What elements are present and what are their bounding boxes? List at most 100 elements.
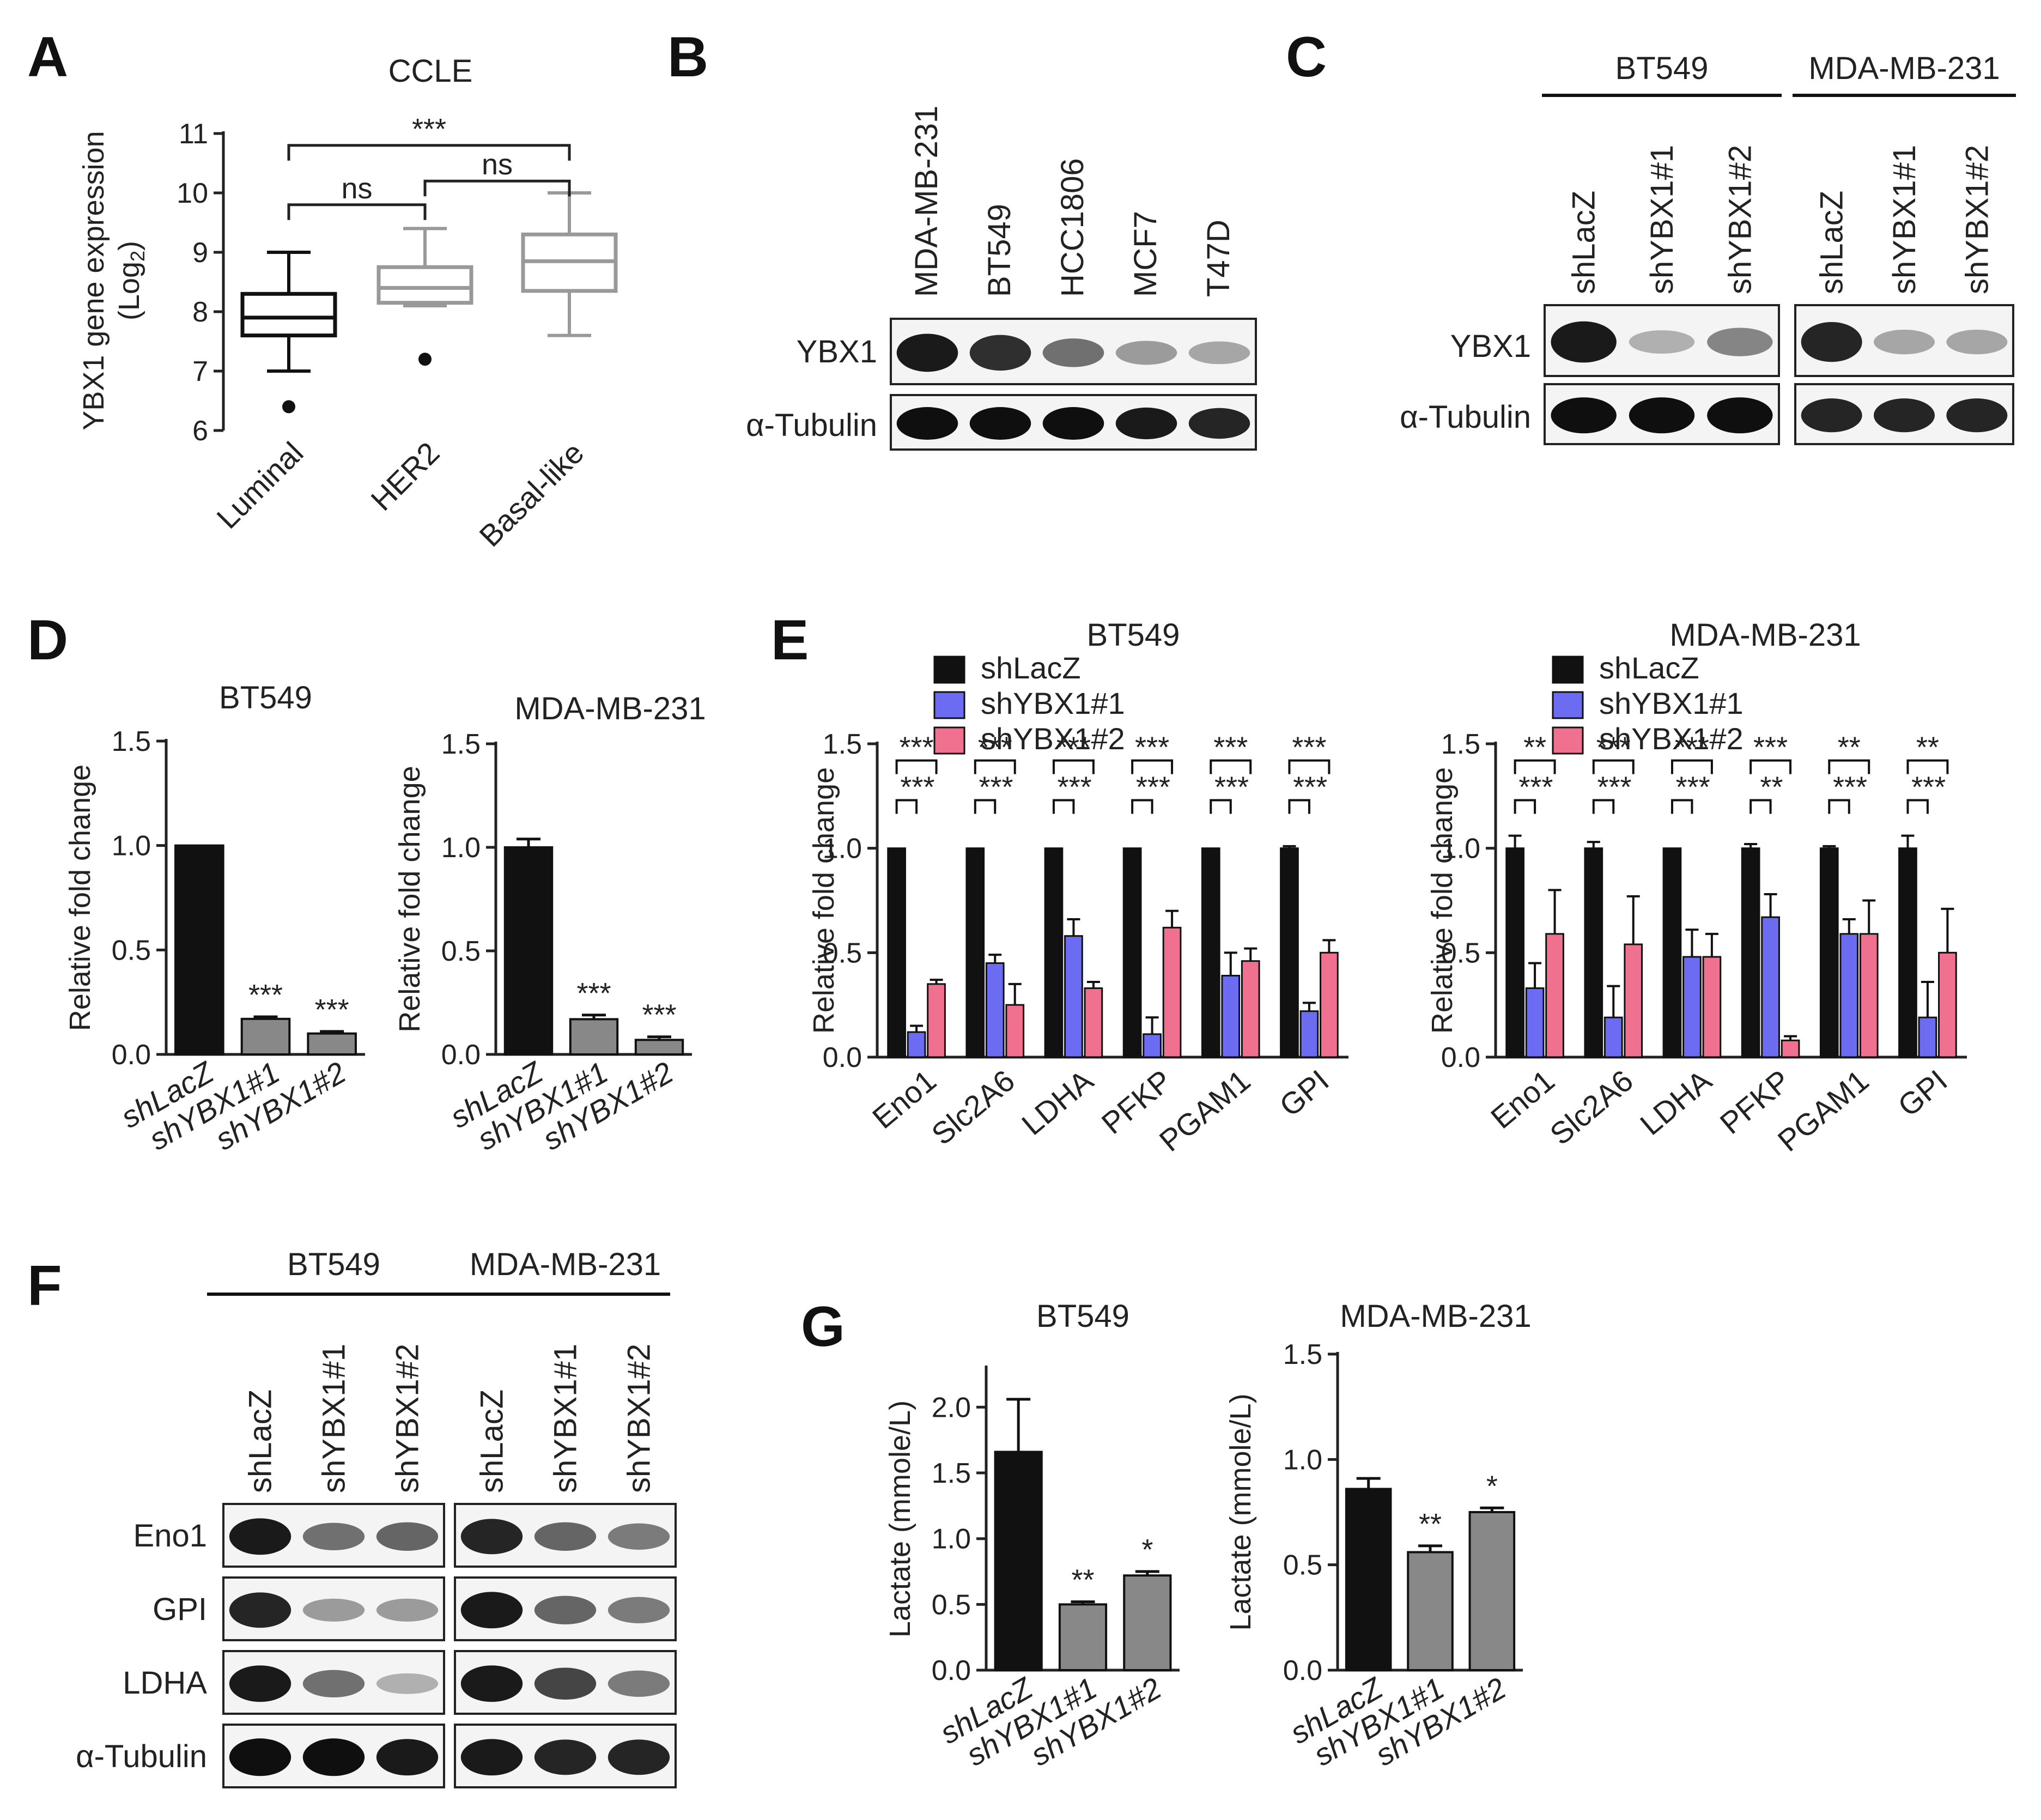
blot-band [534,1739,597,1775]
a-ytick-label: 6 [192,415,208,447]
e-bt549-bar-Slc2A6-shLacZ [965,847,985,1058]
a-ytick-label: 8 [192,296,208,328]
a-title: CCLE [388,53,473,89]
g-mda-bar-shYBX1#1 [1407,1551,1454,1671]
g-bt549-ylabel: Lactate (mmole/L) [884,1400,916,1637]
f-row-label: LDHA [123,1665,207,1701]
f-blot-LDHA [454,1650,677,1715]
f-lane-label: shLacZ [243,1390,278,1493]
f-blot-α-Tubulin [454,1724,677,1788]
d-bt549-signif: *** [315,993,349,1026]
e-bt549-bracket-upper [895,759,938,774]
d-mda-signif: *** [576,977,611,1010]
g-bt549-ytick-label: 1.5 [932,1458,971,1489]
g-mda-ylabel: Lactate (mmole/L) [1224,1393,1257,1630]
b-lane-label: MCF7 [1128,211,1163,297]
e-bt549-category-label: LDHA [1015,1063,1100,1142]
c-lane-label: shYBX1#1 [1887,145,1922,294]
g-bt549-ytick-label: 1.0 [932,1524,971,1555]
e-mda-bar-Slc2A6-shYBX1#2 [1624,943,1643,1058]
blot-band [1115,341,1177,365]
e-bt549-legend-label: shLacZ [981,651,1081,685]
g-bt549-signif: ** [1071,1564,1094,1597]
c-lane-label: shYBX1#1 [1644,145,1680,294]
d-mda-title: MDA-MB-231 [514,691,706,726]
a-comparison-label: ns [341,172,372,205]
blot-band [229,1518,291,1555]
e-mda-category-label: Slc2A6 [1544,1063,1639,1151]
e-mda-ytick-label: 1.5 [1441,729,1480,760]
e-mda-bar-PGAM1-shYBX1#1 [1839,933,1859,1058]
blot-band [1188,341,1250,365]
e-bt549-bar-GPI-shLacZ [1280,847,1299,1058]
a-category-label: HER2 [364,435,446,517]
a-comparison-bracket [287,144,571,161]
e-bt549-bracket-lower [1131,799,1153,814]
e-bt549-bar-GPI-shYBX1#2 [1320,951,1339,1058]
e-mda-bar-PFKP-shLacZ [1741,847,1760,1058]
blot-band [969,407,1031,440]
blot-band [302,1598,365,1622]
g-bt549-signif: * [1141,1533,1153,1566]
e-mda-ytick-label: 1.0 [1441,833,1480,865]
blot-band [460,1665,523,1702]
b-blot-ybx1 [890,318,1257,385]
c-group-label: MDA-MB-231 [1808,51,2000,86]
e-mda-bar-Eno1-shYBX1#2 [1545,933,1564,1058]
f-blot-GPI [222,1576,445,1641]
f-blot-LDHA [222,1650,445,1715]
c-lane-label: shLacZ [1566,191,1602,294]
e-bt549-bar-Eno1-shLacZ [887,847,906,1058]
blot-band [608,1739,670,1775]
e-bt549-ytick-label: 0.0 [823,1042,862,1073]
g-mda-ytick-label: 1.0 [1283,1444,1322,1476]
d-bt549-bar-shYBX1#2 [307,1032,357,1055]
b-blot-tubulin [890,394,1257,451]
d-mda-ylabel: Relative fold change [393,766,426,1032]
e-bt549-signif-lower: *** [900,771,934,804]
e-mda-bracket-lower [1514,799,1536,814]
blot-band [534,1522,597,1551]
f-row-label: GPI [153,1592,207,1627]
e-mda-bar-Slc2A6-shLacZ [1584,847,1603,1058]
e-mda-bracket-upper [1514,759,1556,774]
d-mda-bar-shYBX1#1 [569,1018,619,1056]
panel-letter-F: F [27,1254,62,1318]
blot-band [1801,321,1862,362]
e-mda-category-label: PGAM1 [1771,1063,1875,1158]
e-bt549-signif-upper: *** [900,731,934,764]
panel-letter-A: A [27,26,68,89]
e-mda-bar-LDHA-shYBX1#1 [1682,956,1702,1058]
e-mda-category-label: LDHA [1633,1063,1718,1142]
blot-band [302,1670,365,1697]
blot-band [460,1592,523,1629]
e-bt549-bar-PFKP-shLacZ [1122,847,1142,1058]
e-bt549-bar-PGAM1-shYBX1#2 [1241,960,1260,1058]
f-row-label: α-Tubulin [76,1739,207,1774]
c-blot-ybx1 [1794,304,2014,377]
e-mda-bracket-lower [1750,799,1772,814]
e-mda-bar-LDHA-shYBX1#2 [1702,956,1722,1058]
e-mda-bar-PGAM1-shYBX1#2 [1859,933,1879,1058]
e-bt549-bar-PGAM1-shLacZ [1201,847,1220,1058]
e-bt549-signif-upper: *** [1292,731,1326,764]
e-mda-signif-upper: *** [1596,731,1631,764]
e-bt549-bar-LDHA-shYBX1#2 [1084,987,1103,1058]
d-bt549-ytick-label: 1.5 [112,726,151,757]
blot-band [1115,407,1177,440]
f-blot-α-Tubulin [222,1724,445,1788]
e-mda-ytick-label: 0.5 [1441,937,1480,969]
blot-band [460,1739,523,1776]
e-mda-category-label: GPI [1891,1063,1953,1123]
e-mda-title: MDA-MB-231 [1669,617,1861,653]
a-ytick-label: 10 [177,178,208,209]
panel-letter-G: G [801,1295,845,1358]
e-bt549-bracket-upper [974,759,1016,774]
e-bt549-bar-PGAM1-shYBX1#1 [1221,975,1241,1058]
a-box-HER2 [376,227,473,366]
blot-band [1551,397,1617,434]
e-bt549-category-label: Slc2A6 [925,1063,1021,1151]
e-mda-signif-upper: ** [1838,731,1861,764]
blot-band [1707,397,1773,434]
